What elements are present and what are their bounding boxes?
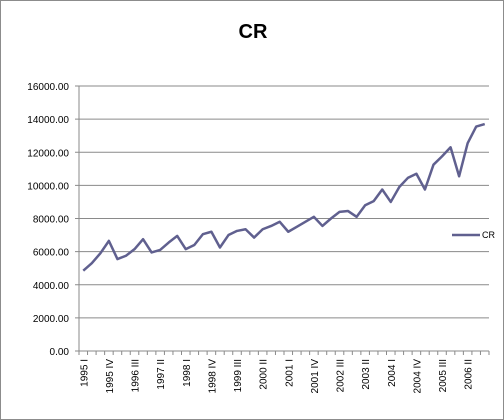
gridlines xyxy=(79,85,489,319)
y-axis-tick-labels: 0.00 2000.00 4000.00 6000.00 8000.00 10000.00… xyxy=(27,82,69,358)
x-tick-label: 1999 III xyxy=(233,359,244,392)
series-lines xyxy=(82,122,486,272)
x-tick-label: 1998 I xyxy=(182,359,193,387)
x-tick-label: 2001 I xyxy=(284,359,295,387)
y-tick-label: 16000.00 xyxy=(27,82,69,93)
x-tick-label: 2003 II xyxy=(361,359,372,390)
y-tick-label: 6000.00 xyxy=(33,248,70,259)
y-tick-label: 8000.00 xyxy=(33,215,70,226)
x-tick-label: 2000 II xyxy=(259,359,270,390)
legend-label: CR xyxy=(482,230,495,240)
x-tick-label: 2004 IV xyxy=(412,359,423,394)
y-tick-label: 14000.00 xyxy=(27,115,69,126)
x-tick-label: 2004 I xyxy=(387,359,398,387)
y-tick-label: 12000.00 xyxy=(27,148,69,159)
x-tick-label: 1997 II xyxy=(156,359,167,390)
chart-title: CR xyxy=(239,21,268,43)
x-tick-label: 2005 III xyxy=(438,359,449,392)
x-tick-label: 1996 III xyxy=(131,359,142,392)
y-tick-label: 2000.00 xyxy=(33,314,70,325)
x-tick-label: 1995 I xyxy=(79,359,90,387)
series-line-cr xyxy=(82,122,486,272)
x-tick-label: 1995 IV xyxy=(105,359,116,394)
x-tick-label: 2002 III xyxy=(336,359,347,392)
x-axis-tick-labels: 1995 I 1995 IV 1996 III 1997 II 1998 I 1998 I… xyxy=(79,359,474,394)
y-tick-label: 0.00 xyxy=(50,347,70,358)
x-tick-label: 2001 IV xyxy=(310,359,321,394)
axes xyxy=(75,85,490,355)
x-tick-label: 2006 II xyxy=(464,359,475,390)
legend: CR xyxy=(452,230,495,240)
y-tick-label: 10000.00 xyxy=(27,181,69,192)
y-tick-label: 4000.00 xyxy=(33,281,70,292)
x-tick-label: 1998 IV xyxy=(207,359,218,394)
